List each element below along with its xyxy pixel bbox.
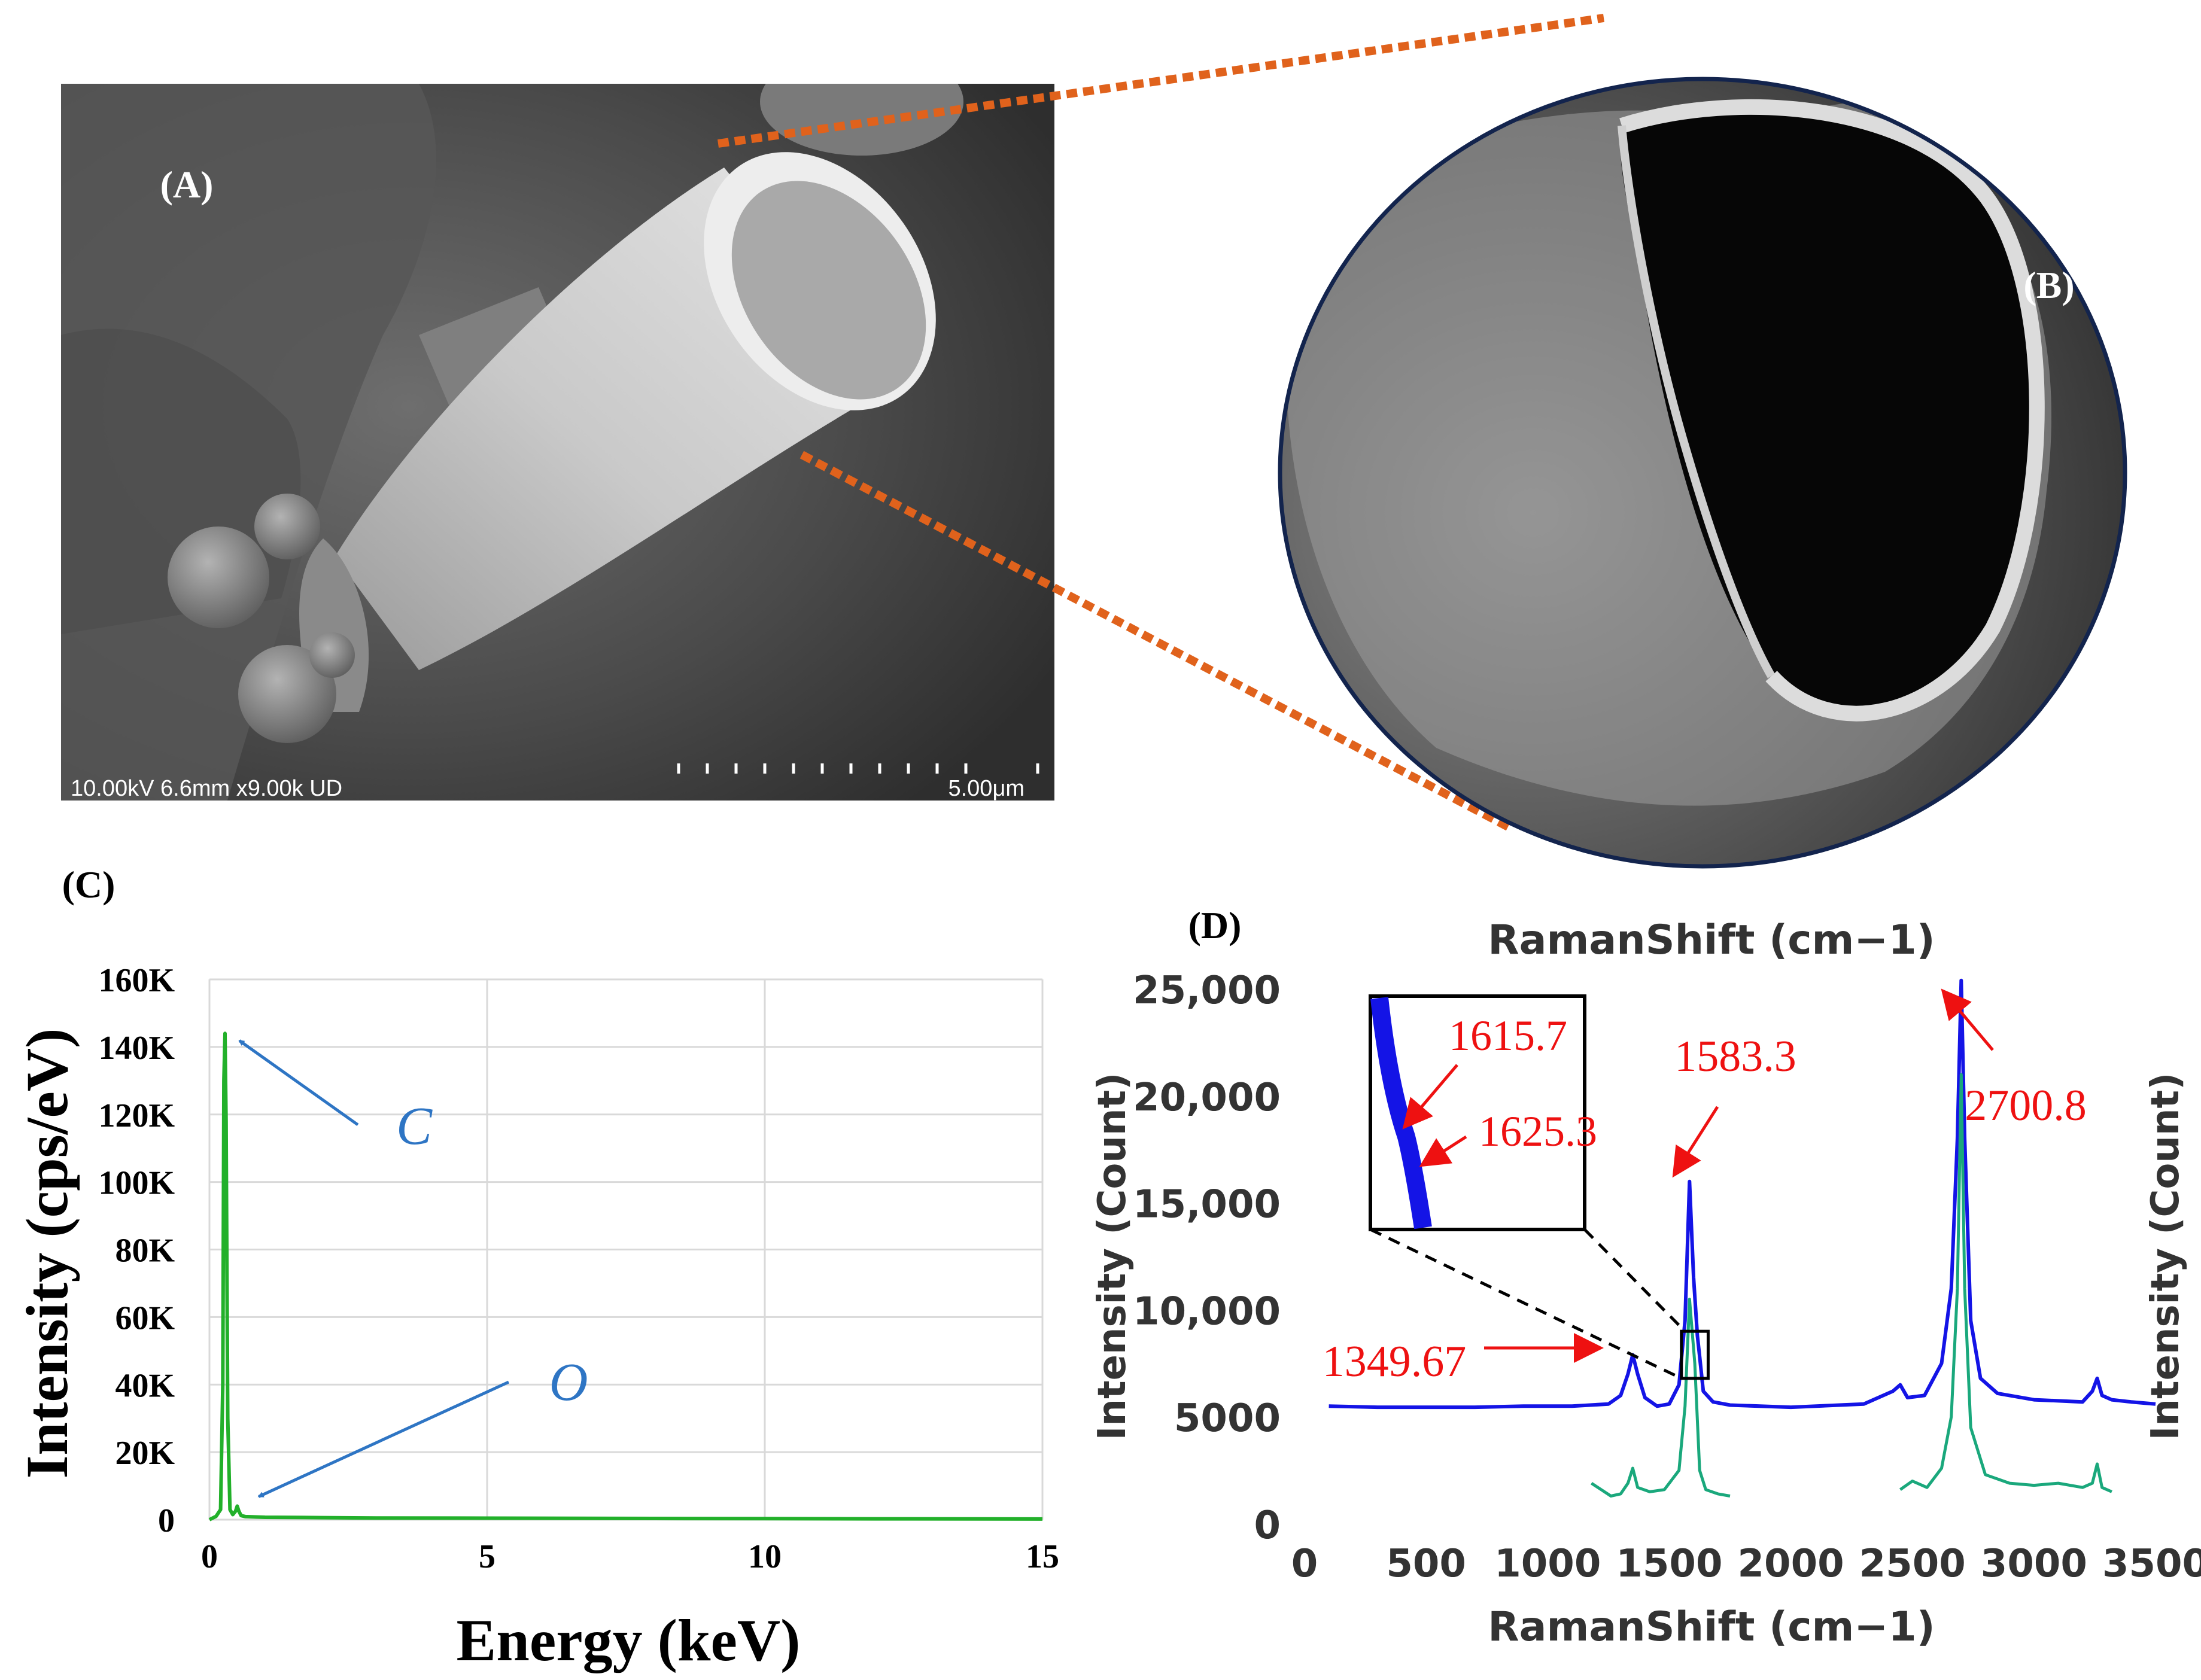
raman-top-axis-title: RamanShift (cm−1) [1488, 917, 1935, 964]
raman-arrow-1615 [1402, 1064, 1458, 1130]
edx-annotation-c: C [396, 1097, 433, 1156]
inset-connector-1 [1369, 1228, 1682, 1380]
edx-gridlines [208, 978, 1044, 1521]
edx-y-axis-label: Intensity (cps/eV) [14, 1028, 80, 1479]
raman-arrow-1583 [1672, 1106, 1719, 1178]
raman-x-tick-label: 3000 [1981, 1542, 2087, 1586]
inset-source-box [1680, 1329, 1710, 1380]
edx-y-tick-labels: 0 20K 40K 60K 80K 100K 120K 140K 160K [98, 962, 175, 1539]
raman-series-green [1591, 1073, 2112, 1498]
raman-x-tick-label: 500 [1386, 1542, 1466, 1586]
raman-y-tick-label: 5000 [1174, 1396, 1281, 1441]
edx-y-tick-label: 140K [98, 1030, 175, 1067]
panel-c: (C) 0 20K 40K 60K 80K 100K 120K 140K 160K 0 5 10 15… [14, 863, 1059, 1673]
raman-x-tick-label: 1000 [1494, 1542, 1601, 1586]
raman-annotation-1583: 1583.3 [1674, 1032, 1796, 1081]
edx-annotation-o: O [549, 1353, 588, 1412]
raman-y-tick-label: 15,000 [1133, 1183, 1281, 1227]
lens-border [1278, 77, 2127, 869]
edx-y-tick-label: 40K [115, 1367, 175, 1404]
edx-y-tick-label: 160K [98, 962, 175, 999]
raman-x-tick-label: 3500 [2102, 1542, 2201, 1586]
panel-b: (B) [1278, 77, 2127, 869]
scale-bar [677, 763, 1039, 774]
edx-x-tick-label: 10 [748, 1538, 782, 1575]
raman-annotation-1625: 1625.3 [1479, 1107, 1597, 1155]
inset-connector-2 [1583, 1228, 1686, 1332]
raman-x-axis-label: RamanShift (cm−1) [1488, 1603, 1935, 1651]
raman-annotation-2700: 2700.8 [1965, 1081, 2087, 1130]
edx-y-tick-label: 60K [115, 1299, 175, 1337]
edx-x-tick-label: 5 [479, 1538, 495, 1575]
edx-annotation-o-arrow [257, 1380, 510, 1498]
inset-blue-curve [1370, 997, 1432, 1229]
raman-series-blue [1328, 978, 2156, 1410]
edx-y-tick-label: 120K [98, 1097, 175, 1134]
panel-a-label: (A) [160, 163, 214, 206]
raman-arrow-2700 [1941, 988, 1994, 1051]
raman-x-tick-label: 0 [1291, 1542, 1318, 1586]
raman-y-axis-label: Intensity (Count) [1090, 1073, 1135, 1441]
edx-annotation-c-arrow [238, 1039, 359, 1127]
raman-x-tick-label: 2500 [1859, 1542, 1966, 1586]
edx-y-tick-label: 0 [158, 1502, 175, 1539]
raman-y-tick-labels: 0 5000 10,000 15,000 20,000 25,000 [1133, 969, 1281, 1548]
panel-d: (D) RamanShift (cm−1) RamanShift (cm−1) … [1090, 904, 2201, 1651]
raman-annotation-1615: 1615.7 [1449, 1012, 1567, 1060]
panel-b-label: (B) [2023, 264, 2074, 306]
edx-y-tick-label: 80K [115, 1232, 175, 1270]
scale-bar-label: 5.00μm [948, 776, 1025, 801]
raman-x-tick-labels: 0 500 1000 1500 2000 2500 3000 3500 [1291, 1542, 2201, 1586]
sem-info-text: 10.00kV 6.6mm x9.00k UD [71, 776, 342, 801]
edx-x-tick-label: 0 [201, 1538, 218, 1575]
panel-c-label: (C) [62, 863, 115, 906]
raman-y-tick-label: 0 [1254, 1504, 1281, 1548]
edx-x-tick-labels: 0 5 10 15 [201, 1538, 1059, 1575]
raman-y-tick-label: 20,000 [1133, 1076, 1281, 1120]
edx-series-line [208, 1031, 1043, 1521]
zoom-lines [718, 14, 1604, 831]
edx-y-tick-label: 100K [98, 1165, 175, 1202]
panel-d-label: (D) [1188, 904, 1242, 946]
raman-arrow-1625 [1419, 1135, 1467, 1167]
edx-y-tick-label: 20K [115, 1435, 175, 1472]
raman-annotation-1349: 1349.67 [1323, 1337, 1467, 1386]
raman-x-tick-label: 1500 [1616, 1542, 1722, 1586]
raman-y-tick-label: 25,000 [1133, 969, 1281, 1013]
raman-y-tick-label: 10,000 [1133, 1289, 1281, 1334]
edx-x-tick-label: 15 [1026, 1538, 1059, 1575]
sem-image-a [61, 84, 1054, 801]
panel-a: (A) 10.00kV 6.6mm x9.00k UD 5.00μm [61, 84, 1054, 801]
raman-right-y-axis-label: Intensity (Count) [2144, 1073, 2188, 1441]
edx-x-axis-label: Energy (keV) [457, 1607, 801, 1673]
raman-x-tick-label: 2000 [1738, 1542, 1844, 1586]
